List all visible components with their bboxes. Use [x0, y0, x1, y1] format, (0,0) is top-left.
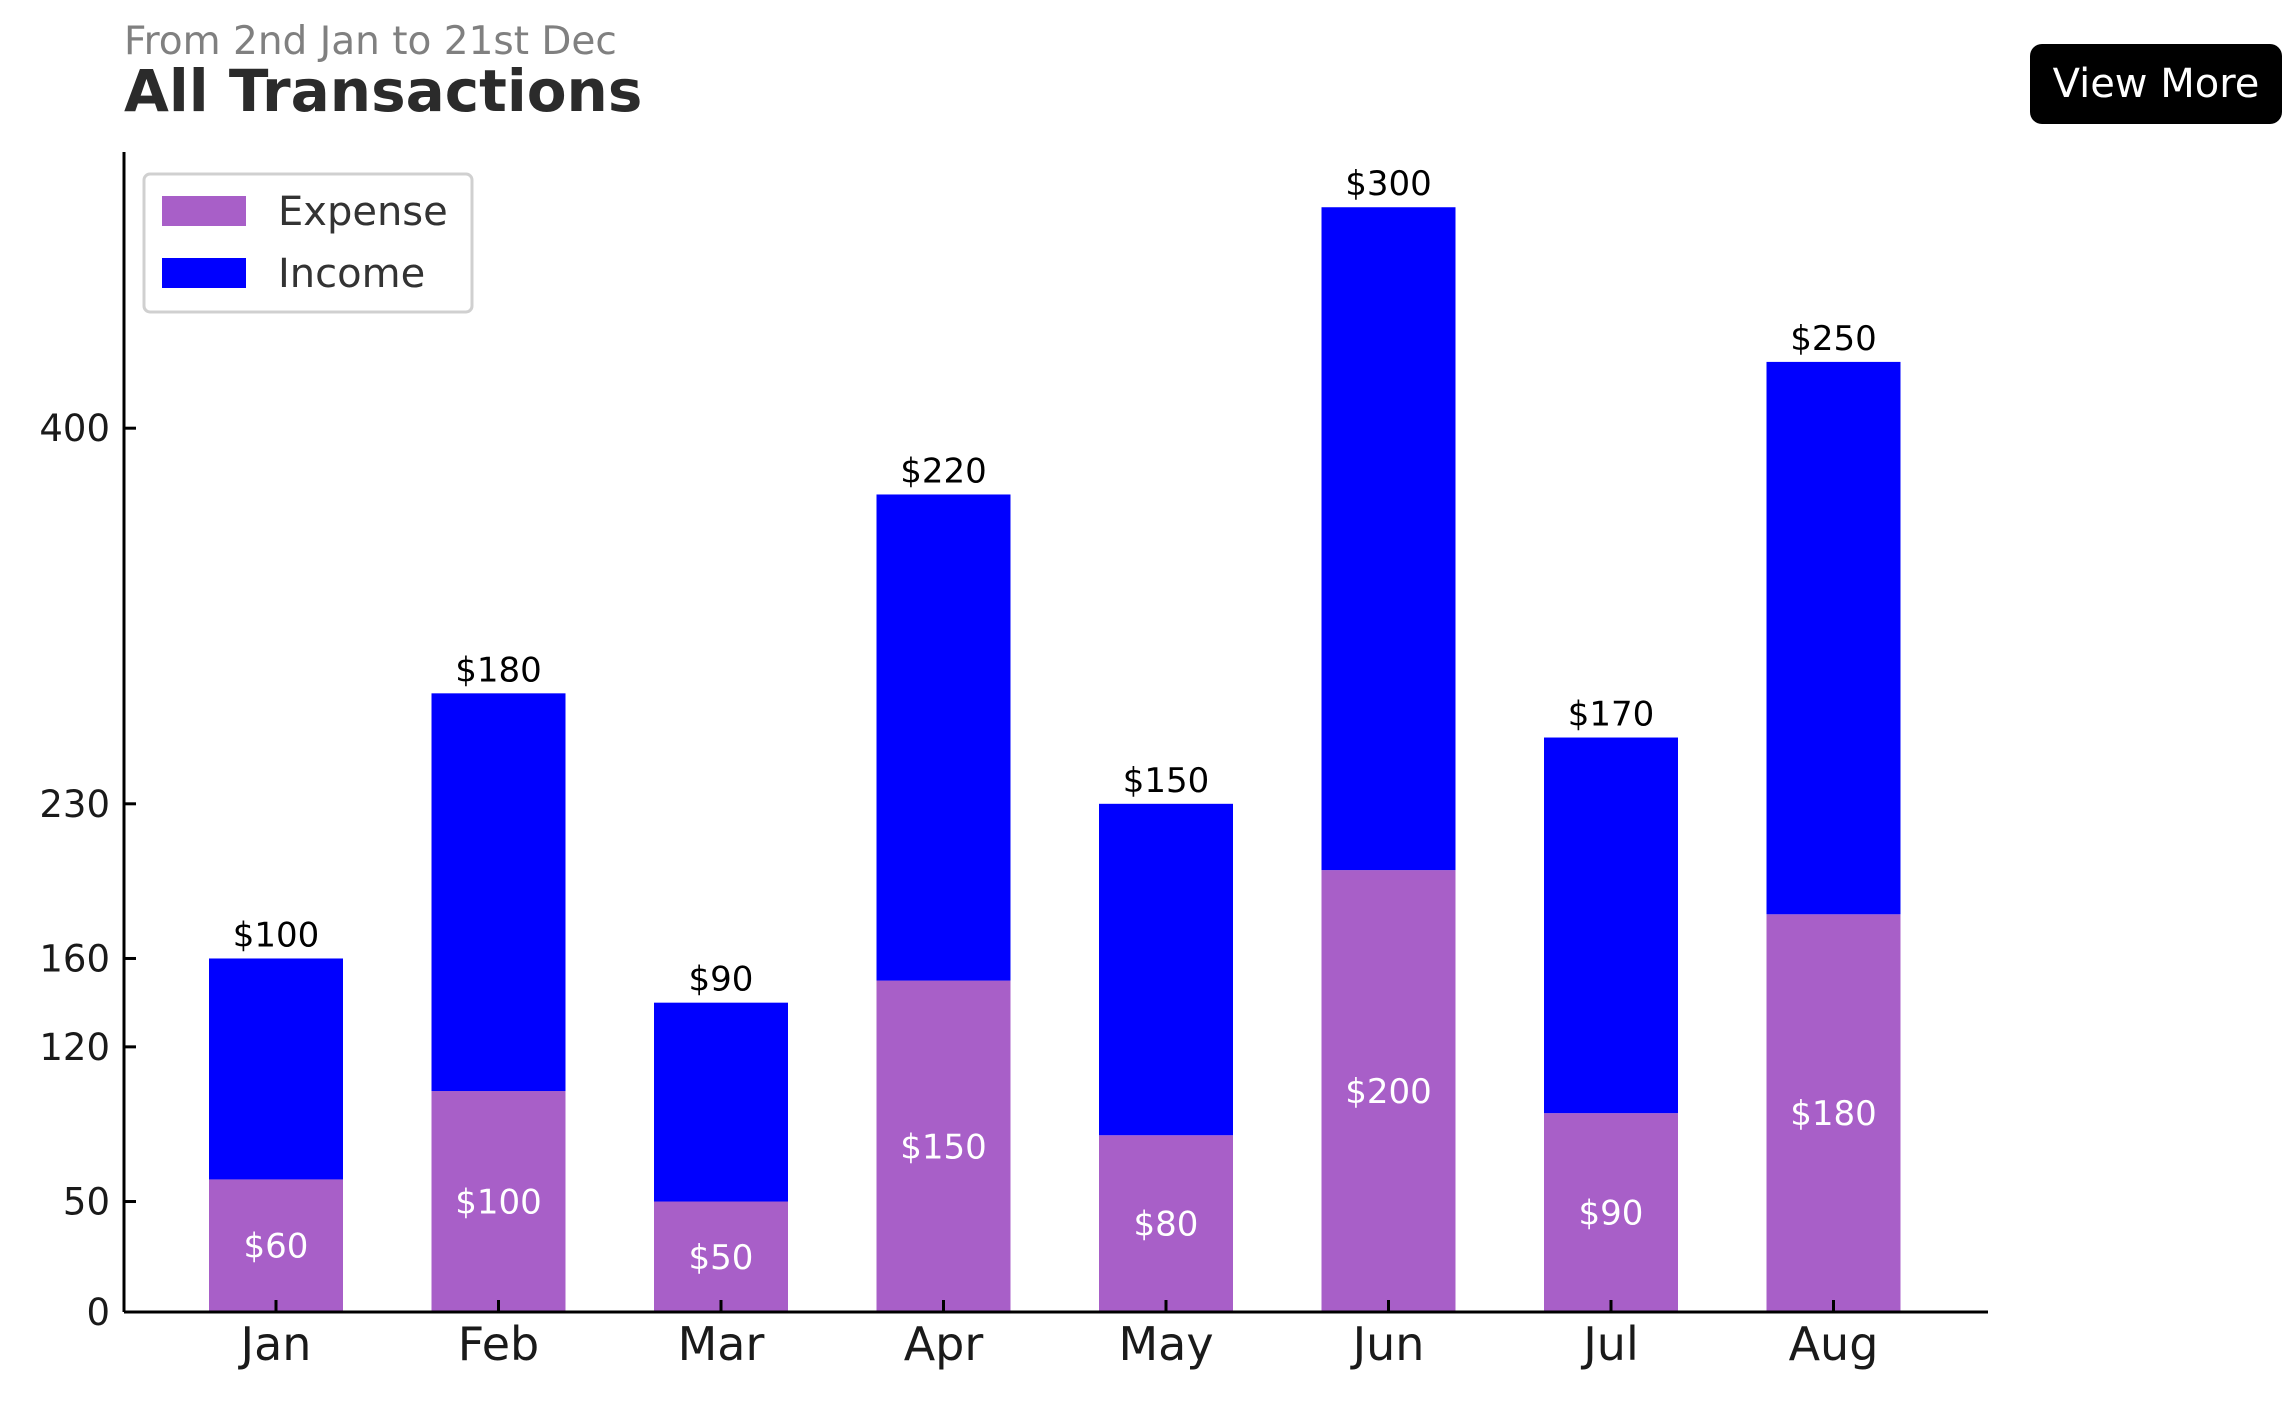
- data-label-income-feb: $180: [455, 650, 542, 690]
- data-label-income-apr: $220: [900, 451, 987, 491]
- legend: Expense Income: [142, 172, 474, 314]
- bar-expense-jan: [209, 1179, 343, 1312]
- data-label-income-may: $150: [1123, 761, 1210, 801]
- y-tick-label-160: 160: [39, 937, 110, 980]
- bar-income-mar: [654, 1002, 788, 1202]
- bar-income-jan: [209, 958, 343, 1180]
- data-label-expense-jun: $200: [1345, 1072, 1432, 1112]
- legend-label-income: Income: [278, 251, 425, 297]
- y-tick-label-50: 50: [63, 1181, 110, 1224]
- view-more-button[interactable]: View More: [2030, 44, 2282, 124]
- legend-swatch-expense: [162, 196, 246, 226]
- x-tick-label-mar: Mar: [678, 1317, 765, 1371]
- x-tick-label-jul: Jul: [1580, 1317, 1639, 1371]
- x-tick-label-jun: Jun: [1350, 1317, 1425, 1371]
- data-label-expense-mar: $50: [689, 1238, 754, 1278]
- chart-subtitle: From 2nd Jan to 21st Dec: [124, 19, 617, 64]
- bar-expense-mar: [654, 1201, 788, 1312]
- data-label-expense-jan: $60: [244, 1227, 309, 1267]
- bar-income-aug: [1766, 361, 1901, 915]
- data-label-expense-jul: $90: [1579, 1194, 1644, 1234]
- bar-income-jun: [1321, 207, 1456, 871]
- x-tick-label-feb: Feb: [458, 1317, 539, 1371]
- data-labels-group: $60 $100 $100 $180 $50 $90 $150 $220 $80 $150 $200…: [233, 164, 1877, 1278]
- y-tick-label-120: 120: [39, 1026, 110, 1069]
- bar-expense-aug: [1766, 914, 1901, 1312]
- x-tick-label-jan: Jan: [238, 1317, 312, 1371]
- bar-income-jul: [1544, 737, 1678, 1114]
- bar-income-feb: [431, 693, 566, 1092]
- x-tick-label-may: May: [1118, 1317, 1213, 1371]
- bar-income-apr: [876, 494, 1011, 981]
- y-tick-label-230: 230: [39, 783, 110, 826]
- bar-expense-jun: [1321, 870, 1456, 1312]
- bar-expense-apr: [876, 980, 1011, 1312]
- bar-expense-jul: [1544, 1113, 1678, 1312]
- bar-income-may: [1099, 803, 1233, 1136]
- data-label-expense-may: $80: [1134, 1205, 1199, 1245]
- bars-group: [209, 207, 1901, 1312]
- y-tick-label-400: 400: [39, 407, 110, 450]
- legend-label-expense: Expense: [278, 189, 448, 235]
- bar-expense-may: [1099, 1135, 1233, 1312]
- data-label-income-jan: $100: [233, 915, 320, 955]
- data-label-income-jun: $300: [1345, 164, 1432, 204]
- data-label-income-aug: $250: [1790, 319, 1877, 359]
- axes-group: Jan Feb Mar Apr May Jun Jul Aug 0 50 120 160 230 400: [39, 152, 1988, 1371]
- data-label-expense-aug: $180: [1790, 1094, 1877, 1134]
- bar-expense-feb: [431, 1091, 566, 1312]
- data-label-income-mar: $90: [689, 960, 754, 1000]
- data-label-income-jul: $170: [1568, 695, 1655, 735]
- x-tick-label-apr: Apr: [904, 1317, 984, 1371]
- data-label-expense-apr: $150: [900, 1127, 987, 1167]
- chart-title: All Transactions: [124, 57, 643, 125]
- x-tick-label-aug: Aug: [1789, 1317, 1879, 1371]
- y-tick-label-0: 0: [86, 1291, 110, 1334]
- data-label-expense-feb: $100: [455, 1183, 542, 1223]
- legend-swatch-income: [162, 258, 246, 288]
